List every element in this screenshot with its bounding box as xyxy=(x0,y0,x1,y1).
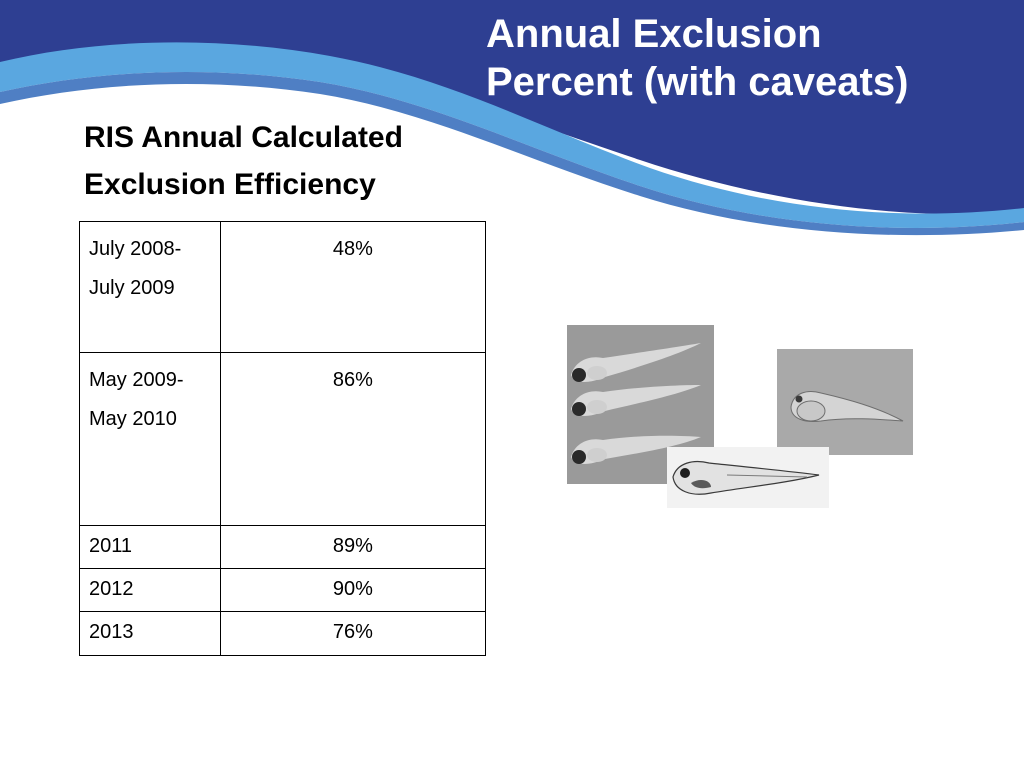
fish-larva-drawing-photo xyxy=(667,447,829,508)
value-cell: 48% xyxy=(219,221,487,353)
value-cell: 89% xyxy=(219,525,487,569)
table-heading-line-2: Exclusion Efficiency xyxy=(84,168,376,201)
wave-banner xyxy=(0,0,1024,236)
value-cell: 76% xyxy=(219,611,487,656)
slide-title: Annual Exclusion Percent (with caveats) xyxy=(486,10,1016,106)
period-text: May 2010 xyxy=(89,408,177,430)
banner-light-wave xyxy=(0,42,1024,228)
period-cell: 2012 xyxy=(79,568,221,612)
table-row: 2012 90% xyxy=(79,568,487,612)
period-cell: 2013 xyxy=(79,611,221,656)
table-heading-line-1: RIS Annual Calculated xyxy=(84,121,403,154)
table-row: May 2009- May 2010 86% xyxy=(79,352,487,526)
period-text: July 2008- xyxy=(89,238,182,260)
table-row: 2013 76% xyxy=(79,611,487,656)
table-heading: RIS Annual Calculated Exclusion Efficien… xyxy=(84,114,484,208)
period-cell: 2011 xyxy=(79,525,221,569)
period-text: 2012 xyxy=(89,578,134,600)
fish-larva-yolk-sac-photo xyxy=(777,349,913,455)
table-row: 2011 89% xyxy=(79,525,487,569)
period-cell: July 2008- July 2009 xyxy=(79,221,221,353)
period-text: July 2009 xyxy=(89,277,175,299)
larva-shape xyxy=(571,435,701,464)
larva-shape xyxy=(571,343,701,382)
table-row: July 2008- July 2009 48% xyxy=(79,221,487,353)
efficiency-table: July 2008- July 2009 48% May 2009- May 2… xyxy=(79,221,487,656)
larva-shape xyxy=(571,385,701,416)
period-cell: May 2009- May 2010 xyxy=(79,352,221,526)
value-cell: 86% xyxy=(219,352,487,526)
period-text: May 2009- xyxy=(89,369,184,391)
period-text: 2013 xyxy=(89,621,134,643)
slide-title-line-2: Percent (with caveats) xyxy=(486,60,909,104)
slide-title-line-1: Annual Exclusion xyxy=(486,12,822,56)
period-text: 2011 xyxy=(89,535,133,557)
value-cell: 90% xyxy=(219,568,487,612)
